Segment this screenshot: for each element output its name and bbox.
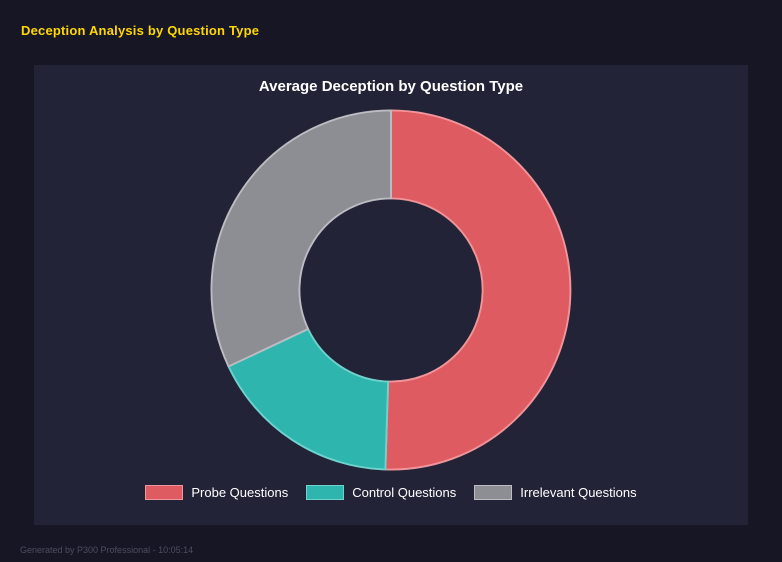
legend-item-control-questions[interactable]: Control Questions	[306, 485, 456, 500]
page-title: Deception Analysis by Question Type	[21, 23, 260, 38]
footer-status-text: Generated by P300 Professional - 10:05:1…	[20, 545, 194, 555]
page-header: Deception Analysis by Question Type	[0, 0, 782, 40]
donut-chart-area	[202, 101, 580, 479]
donut-slice-probe-questions[interactable]	[384, 109, 572, 471]
chart-title: Average Deception by Question Type	[258, 78, 524, 95]
legend-label: Probe Questions	[191, 485, 289, 500]
legend-swatch	[474, 485, 513, 500]
donut-chart	[210, 109, 572, 471]
chart-legend: Probe Questions Control Questions Irreleva…	[34, 485, 748, 500]
chart-panel: Average Deception by Question Type Probe…	[34, 65, 748, 525]
legend-swatch	[145, 485, 184, 500]
legend-label: Control Questions	[352, 485, 457, 500]
legend-item-irrelevant-questions[interactable]: Irrelevant Questions	[474, 485, 637, 500]
legend-item-probe-questions[interactable]: Probe Questions	[145, 485, 288, 500]
legend-label: Irrelevant Questions	[520, 485, 637, 500]
donut-slice-control-questions[interactable]	[227, 328, 390, 471]
donut-slice-irrelevant-questions[interactable]	[210, 109, 392, 368]
legend-swatch	[306, 485, 345, 500]
